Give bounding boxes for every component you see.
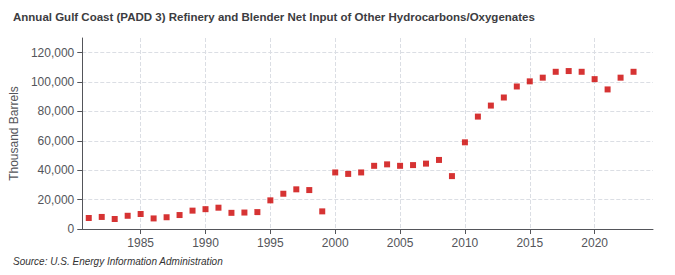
svg-text:2005: 2005 — [387, 236, 414, 250]
svg-text:2020: 2020 — [581, 236, 608, 250]
svg-text:1985: 1985 — [127, 236, 154, 250]
svg-text:2015: 2015 — [516, 236, 543, 250]
svg-text:Source: U.S. Energy Informatio: Source: U.S. Energy Information Administ… — [13, 256, 223, 267]
svg-text:Annual Gulf Coast (PADD 3) Ref: Annual Gulf Coast (PADD 3) Refinery and … — [13, 11, 535, 23]
svg-text:120,000: 120,000 — [31, 46, 75, 60]
svg-text:20,000: 20,000 — [38, 193, 75, 207]
svg-text:100,000: 100,000 — [31, 75, 75, 89]
svg-text:80,000: 80,000 — [38, 104, 75, 118]
svg-text:40,000: 40,000 — [38, 163, 75, 177]
svg-text:1995: 1995 — [257, 236, 284, 250]
svg-text:2000: 2000 — [322, 236, 349, 250]
svg-text:0: 0 — [68, 222, 75, 236]
svg-text:2010: 2010 — [452, 236, 479, 250]
svg-text:Thousand Barrels: Thousand Barrels — [7, 86, 21, 181]
svg-text:1990: 1990 — [192, 236, 219, 250]
svg-text:60,000: 60,000 — [38, 134, 75, 148]
